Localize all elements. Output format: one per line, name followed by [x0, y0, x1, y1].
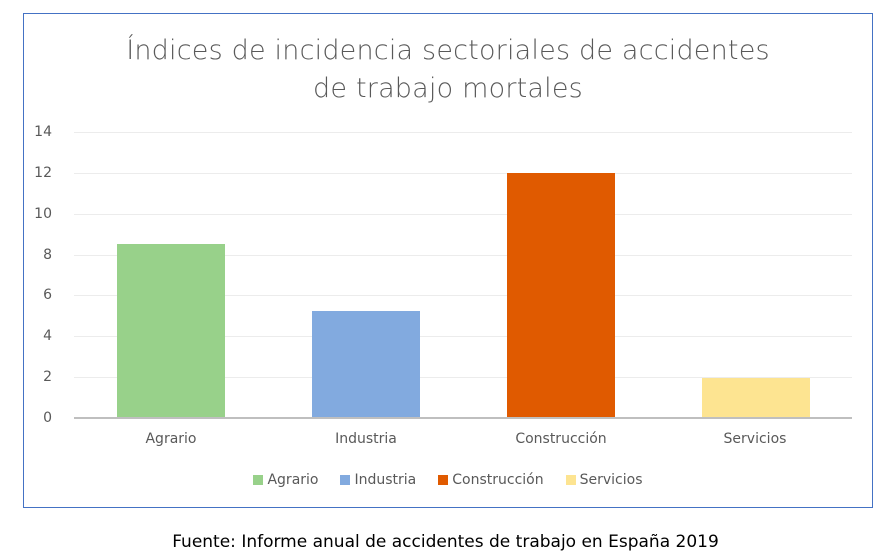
chart-title-line-2: de trabajo mortales: [313, 73, 583, 104]
legend-item-industria: Industria: [340, 472, 416, 488]
chart-title-line-1: Índices de incidencia sectoriales de acc…: [126, 35, 770, 66]
bar-servicios: [702, 378, 810, 417]
y-tick-label: 2: [43, 369, 52, 386]
y-tick-label: 10: [34, 205, 52, 222]
x-tick-label: Industria: [335, 431, 397, 447]
gridline-10: [74, 213, 852, 215]
x-tick-label: Servicios: [723, 431, 787, 447]
y-tick-label: 4: [43, 328, 52, 345]
gridline-14: [74, 132, 852, 133]
legend-swatch-icon: [438, 475, 449, 485]
y-tick-label: 8: [43, 246, 52, 263]
legend-swatch-icon: [340, 475, 351, 485]
legend: Agrario Industria Construcción Servicios: [24, 472, 872, 488]
chart-frame: Índices de incidencia sectoriales de acc…: [23, 13, 873, 508]
source-caption: Fuente: Informe anual de accidentes de t…: [172, 532, 719, 552]
gridline-4: [74, 336, 852, 338]
bar-industria: [312, 311, 420, 417]
y-tick-label: 14: [34, 124, 52, 140]
gridline-6: [74, 295, 852, 297]
gridline-8: [74, 254, 852, 256]
y-tick-label: 6: [43, 287, 52, 304]
chart-title: Índices de incidencia sectoriales de acc…: [24, 32, 872, 108]
gridline-2: [74, 377, 852, 379]
bar-agrario: [117, 243, 225, 417]
x-tick-label: Construcción: [515, 431, 607, 447]
x-axis-line: [74, 417, 852, 419]
x-tick-label: Agrario: [145, 431, 197, 447]
gridline-12: [74, 172, 852, 174]
legend-swatch-icon: [253, 475, 264, 485]
y-tick-label: 12: [34, 164, 52, 181]
plot-area: 14 12 10 8 6 4 2 0 Agrario Industria Con…: [34, 124, 852, 447]
legend-label: Servicios: [579, 472, 643, 488]
legend-label: Industria: [354, 472, 417, 488]
legend-label: Construcción: [452, 472, 544, 488]
legend-label: Agrario: [267, 472, 319, 488]
bar-construccion: [507, 172, 615, 417]
legend-item-agrario: Agrario: [253, 472, 318, 488]
legend-item-construccion: Construcción: [438, 472, 544, 488]
y-tick-label: 0: [43, 410, 52, 426]
legend-swatch-icon: [565, 475, 576, 485]
legend-item-servicios: Servicios: [565, 472, 643, 488]
